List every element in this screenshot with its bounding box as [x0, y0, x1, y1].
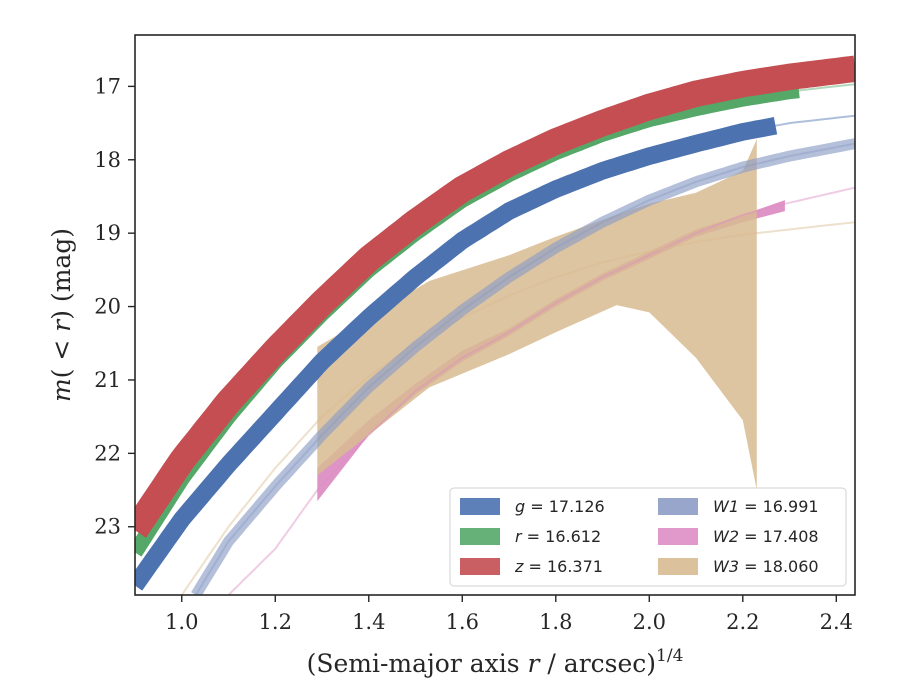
x-tick-label: 1.8 [539, 610, 572, 634]
legend-label-w2: W2 = 17.408 [713, 527, 819, 546]
legend-label-z: z = 16.371 [514, 557, 603, 576]
y-tick-label: 22 [94, 441, 121, 465]
y-tick-label: 21 [94, 368, 121, 392]
x-axis-title: (Semi-major axis r / arcsec)1/4 [307, 646, 684, 678]
legend-swatch-w2 [658, 528, 698, 545]
x-tick-label: 2.2 [726, 610, 759, 634]
legend-swatch-z [460, 558, 500, 575]
legend-swatch-w3 [658, 558, 698, 575]
x-tick-label: 2.0 [633, 610, 666, 634]
legend: g = 17.126 r = 16.612 z = 16.371 W1 = 16.99… [449, 487, 847, 587]
legend-label-w1: W1 = 16.991 [713, 497, 819, 516]
y-tick-label: 20 [94, 295, 121, 319]
curve-g [135, 117, 778, 591]
legend-label-w3: W3 = 18.060 [713, 557, 819, 576]
x-tick-label: 1.6 [446, 610, 479, 634]
y-axis-title: m( < r) (mag) [47, 228, 76, 402]
legend-swatch-g [460, 498, 500, 515]
curve-w1 [191, 138, 855, 595]
legend-swatch-r [460, 528, 500, 545]
legend-label-g: g = 17.126 [515, 497, 605, 516]
x-tick-label: 2.4 [820, 610, 853, 634]
band-w3 [317, 139, 757, 490]
curve-faint-w2 [227, 186, 855, 595]
x-tick-label: 1.0 [165, 610, 198, 634]
y-tick-label: 23 [94, 515, 121, 539]
curve-z [135, 55, 855, 538]
x-tick-label: 1.2 [259, 610, 292, 634]
y-tick-label: 19 [94, 221, 121, 245]
y-tick-label: 17 [94, 74, 121, 98]
plot-frame [134, 34, 856, 596]
y-tick-label: 18 [94, 148, 121, 172]
legend-label-r: r = 16.612 [515, 527, 601, 546]
x-tick-label: 1.4 [352, 610, 385, 634]
legend-swatch-w1 [658, 498, 698, 515]
legend-frame [449, 487, 847, 587]
curve-faint-w3 [180, 221, 855, 595]
